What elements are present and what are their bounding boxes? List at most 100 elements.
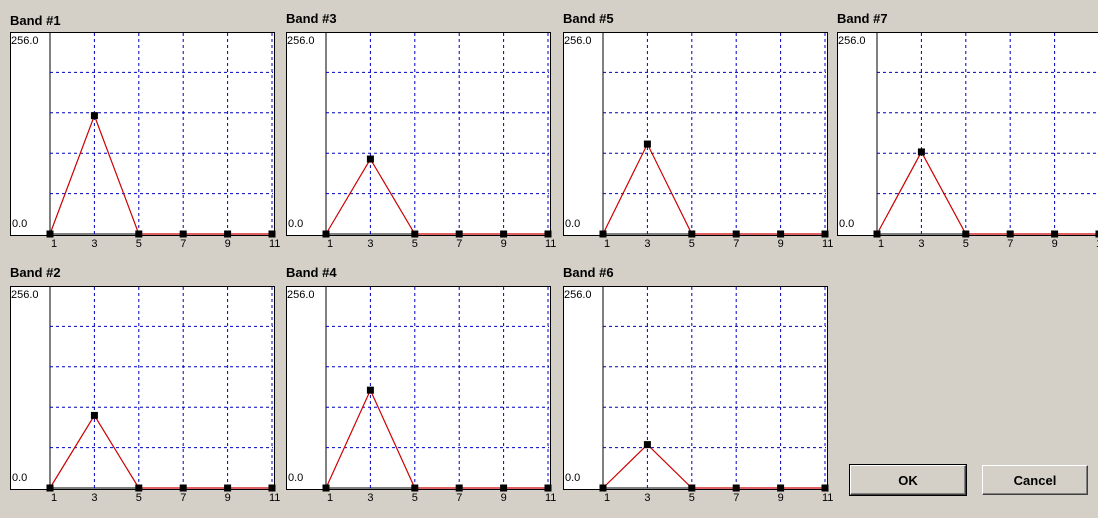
y-max-label: 256.0 (564, 35, 592, 47)
data-point-handle[interactable] (269, 485, 276, 492)
data-point-handle[interactable] (135, 485, 142, 492)
x-tick-label: 3 (918, 238, 924, 250)
band-1-title: Band #1 (10, 13, 61, 28)
data-point-handle[interactable] (644, 441, 651, 448)
x-tick-label: 9 (501, 238, 507, 250)
data-point-handle[interactable] (500, 231, 507, 238)
data-point-handle[interactable] (269, 231, 276, 238)
data-point-handle[interactable] (456, 231, 463, 238)
x-tick-label: 7 (456, 238, 462, 250)
data-point-handle[interactable] (1051, 231, 1058, 238)
y-max-label: 256.0 (287, 289, 315, 301)
x-tick-label: 5 (963, 238, 969, 250)
y-max-label: 256.0 (11, 289, 39, 301)
x-tick-label: 7 (1007, 238, 1013, 250)
data-point-handle[interactable] (91, 112, 98, 119)
data-point-handle[interactable] (47, 231, 54, 238)
y-min-label: 0.0 (839, 218, 854, 230)
data-point-handle[interactable] (733, 485, 740, 492)
data-point-handle[interactable] (688, 485, 695, 492)
data-point-handle[interactable] (733, 231, 740, 238)
data-point-handle[interactable] (777, 485, 784, 492)
data-point-handle[interactable] (822, 485, 829, 492)
data-point-handle[interactable] (500, 485, 507, 492)
x-tick-label: 3 (644, 238, 650, 250)
data-point-handle[interactable] (135, 231, 142, 238)
data-point-handle[interactable] (644, 141, 651, 148)
data-point-handle[interactable] (323, 485, 330, 492)
data-point-handle[interactable] (180, 485, 187, 492)
data-point-handle[interactable] (367, 387, 374, 394)
y-min-label: 0.0 (565, 218, 580, 230)
band-4-title: Band #4 (286, 265, 337, 280)
data-point-handle[interactable] (545, 231, 552, 238)
y-min-label: 0.0 (12, 472, 27, 484)
data-point-handle[interactable] (777, 231, 784, 238)
data-point-handle[interactable] (688, 231, 695, 238)
data-point-handle[interactable] (91, 412, 98, 419)
data-point-handle[interactable] (874, 231, 881, 238)
x-tick-label: 5 (689, 492, 695, 504)
x-tick-label: 1 (604, 238, 610, 250)
x-tick-label: 7 (180, 238, 186, 250)
band-3-title: Band #3 (286, 11, 337, 26)
data-point-handle[interactable] (367, 156, 374, 163)
data-point-handle[interactable] (224, 231, 231, 238)
data-point-handle[interactable] (456, 485, 463, 492)
data-point-handle[interactable] (600, 485, 607, 492)
band-2-title: Band #2 (10, 265, 61, 280)
x-tick-label: 7 (456, 492, 462, 504)
y-min-label: 0.0 (12, 218, 27, 230)
data-point-handle[interactable] (962, 231, 969, 238)
band-6-title: Band #6 (563, 265, 614, 280)
x-tick-label: 9 (225, 238, 231, 250)
y-max-label: 256.0 (11, 35, 39, 47)
data-point-handle[interactable] (545, 485, 552, 492)
data-point-handle[interactable] (411, 485, 418, 492)
x-tick-label: 9 (778, 492, 784, 504)
band-7-title: Band #7 (837, 11, 888, 26)
data-point-handle[interactable] (323, 231, 330, 238)
x-tick-label: 9 (501, 492, 507, 504)
y-min-label: 0.0 (288, 472, 303, 484)
y-min-label: 0.0 (565, 472, 580, 484)
ok-button[interactable]: OK (850, 465, 966, 495)
x-tick-label: 9 (1052, 238, 1058, 250)
x-tick-label: 11 (822, 492, 833, 504)
x-tick-label: 1 (327, 238, 333, 250)
x-tick-label: 11 (822, 238, 833, 250)
x-tick-label: 3 (367, 238, 373, 250)
data-point-handle[interactable] (600, 231, 607, 238)
data-point-handle[interactable] (47, 485, 54, 492)
x-tick-label: 9 (778, 238, 784, 250)
x-tick-label: 7 (180, 492, 186, 504)
y-max-label: 256.0 (838, 35, 866, 47)
x-tick-label: 5 (136, 238, 142, 250)
x-tick-label: 1 (604, 492, 610, 504)
data-point-handle[interactable] (822, 231, 829, 238)
x-tick-label: 3 (367, 492, 373, 504)
data-point-handle[interactable] (1007, 231, 1014, 238)
x-tick-label: 11 (269, 492, 280, 504)
x-tick-label: 1 (51, 492, 57, 504)
data-point-handle[interactable] (918, 148, 925, 155)
x-tick-label: 5 (412, 238, 418, 250)
x-tick-label: 7 (733, 492, 739, 504)
data-point-handle[interactable] (411, 231, 418, 238)
x-tick-label: 7 (733, 238, 739, 250)
x-tick-label: 11 (545, 492, 556, 504)
x-tick-label: 3 (91, 492, 97, 504)
x-tick-label: 3 (91, 238, 97, 250)
data-point-handle[interactable] (224, 485, 231, 492)
y-min-label: 0.0 (288, 218, 303, 230)
x-tick-label: 1 (51, 238, 57, 250)
cancel-button[interactable]: Cancel (982, 465, 1088, 495)
data-point-handle[interactable] (180, 231, 187, 238)
